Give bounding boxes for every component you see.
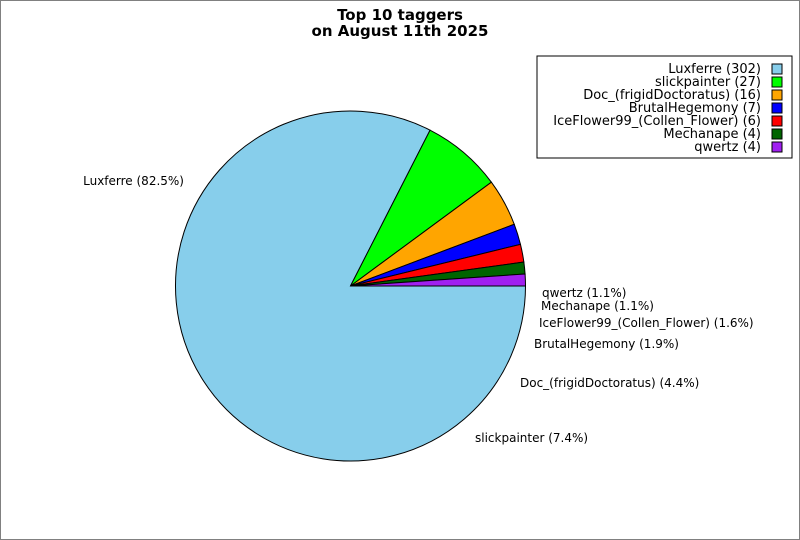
- legend-label-luxferre: Luxferre (302): [668, 62, 761, 77]
- slice-label-iceflower99-collen-flower: IceFlower99_(Collen_Flower) (1.6%): [539, 316, 754, 330]
- legend-swatch-iceflower99-collen-flower: [771, 115, 783, 127]
- legend-swatch-slickpainter: [771, 76, 783, 88]
- legend-label-mechanape: Mechanape (4): [663, 127, 761, 142]
- slice-labels: Luxferre (82.5%) slickpainter (7.4%) Doc_(…: [83, 174, 754, 445]
- slice-label-doc-frigiddoctoratus: Doc_(frigidDoctoratus) (4.4%): [520, 376, 699, 390]
- legend-swatch-brutalhegemony: [771, 102, 783, 114]
- slice-label-slickpainter: slickpainter (7.4%): [475, 431, 588, 445]
- legend-label-slickpainter: slickpainter (27): [655, 75, 761, 90]
- legend-label-doc-frigiddoctoratus: Doc_(frigidDoctoratus) (16): [583, 88, 761, 103]
- legend-label-brutalhegemony: BrutalHegemony (7): [629, 101, 761, 116]
- slice-label-mechanape: Mechanape (1.1%): [541, 299, 654, 313]
- pie-slice-qwertz: [350, 273, 527, 287]
- legend-label-qwertz: qwertz (4): [694, 140, 761, 155]
- legend: Luxferre (302)slickpainter (27)Doc_(frig…: [536, 55, 793, 159]
- legend-swatch-doc-frigiddoctoratus: [771, 89, 783, 101]
- chart-title-line-2: on August 11th 2025: [312, 22, 489, 40]
- legend-box: [536, 55, 793, 159]
- legend-label-iceflower99-collen-flower: IceFlower99_(Collen_Flower) (6): [553, 114, 761, 129]
- legend-swatch-luxferre: [771, 63, 783, 75]
- legend-swatch-qwertz: [771, 141, 783, 153]
- slice-label-luxferre: Luxferre (82.5%): [83, 174, 184, 188]
- slice-label-brutalhegemony: BrutalHegemony (1.9%): [534, 337, 679, 351]
- slice-label-qwertz: qwertz (1.1%): [542, 286, 626, 300]
- legend-swatch-mechanape: [771, 128, 783, 140]
- pie-slices: [175, 110, 527, 462]
- chart-title-line-1: Top 10 taggers: [337, 6, 463, 24]
